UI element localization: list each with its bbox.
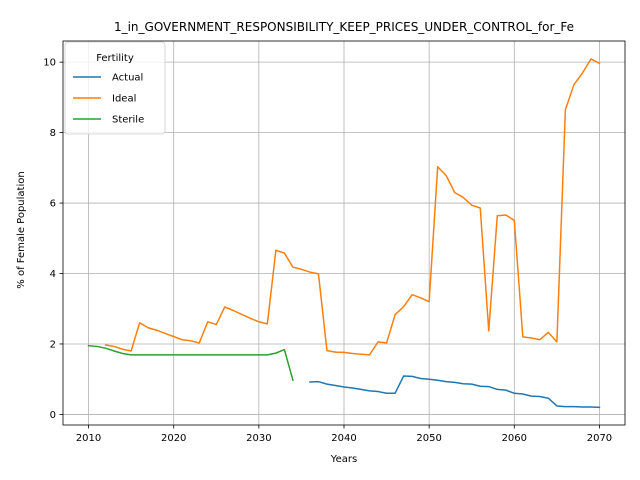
x-tick-label: 2070 <box>587 433 612 444</box>
x-tick-label: 2050 <box>416 433 441 444</box>
series-layer <box>87 58 601 409</box>
y-axis-label: % of Female Population <box>16 171 27 288</box>
x-tick-label: 2010 <box>76 433 101 444</box>
legend: Fertility Actual Ideal Sterile <box>64 41 166 135</box>
x-tick-label: 2020 <box>161 433 186 444</box>
y-tick-label: 10 <box>43 58 56 69</box>
y-axis: 0 2 4 6 8 10 <box>43 58 63 421</box>
y-tick-label: 8 <box>50 128 56 139</box>
legend-title: Fertility <box>96 53 134 64</box>
legend-box <box>64 41 166 135</box>
legend-label-sterile: Sterile <box>112 115 144 126</box>
y-tick-label: 0 <box>50 410 56 421</box>
legend-label-actual: Actual <box>112 73 143 84</box>
x-axis-label: Years <box>330 454 357 465</box>
x-tick-label: 2030 <box>246 433 271 444</box>
y-tick-label: 6 <box>50 199 56 210</box>
y-tick-label: 4 <box>50 269 56 280</box>
x-tick-label: 2040 <box>331 433 356 444</box>
x-tick-label: 2060 <box>502 433 527 444</box>
series-line-ideal <box>104 58 601 356</box>
chart-title: 1_in_GOVERNMENT_RESPONSIBILITY_KEEP_PRIC… <box>114 20 574 34</box>
x-axis: 2010 2020 2030 2040 2050 2060 2070 <box>76 425 612 444</box>
series-line-actual <box>309 375 601 409</box>
series-line-sterile <box>87 344 294 382</box>
y-tick-label: 2 <box>50 339 56 350</box>
legend-label-ideal: Ideal <box>112 94 136 105</box>
